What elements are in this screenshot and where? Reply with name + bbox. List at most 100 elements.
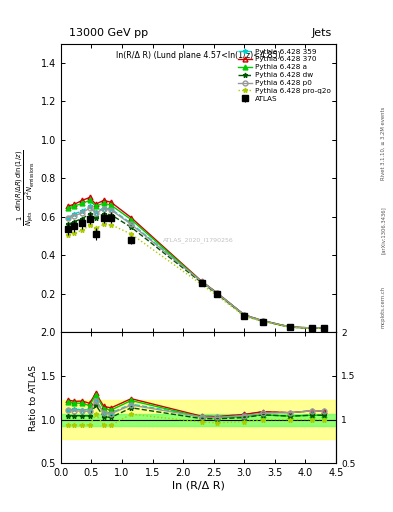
Pythia 6.428 dw (87, 211, 92, 217)
Pythia 6.428 a (109, 202, 114, 208)
Pythia 6.428 359 (80, 208, 84, 214)
Y-axis label: Ratio to ATLAS: Ratio to ATLAS (29, 365, 38, 431)
Pythia 6.428 p0 (94, 210, 98, 216)
Line: Pythia 6.428 a: Pythia 6.428 a (66, 198, 326, 331)
Pythia 6.428 370 (288, 324, 292, 330)
Pythia 6.428 dw (309, 325, 314, 331)
Pythia 6.428 370 (129, 215, 134, 221)
Pythia 6.428 pro-q2o (199, 282, 204, 288)
Pythia 6.428 370 (215, 290, 219, 296)
Pythia 6.428 p0 (242, 312, 247, 318)
Text: mcplots.cern.ch: mcplots.cern.ch (381, 286, 386, 328)
Pythia 6.428 359 (66, 215, 71, 221)
Text: [arXiv:1306.3436]: [arXiv:1306.3436] (381, 206, 386, 254)
Pythia 6.428 359 (101, 205, 106, 211)
Pythia 6.428 pro-q2o (215, 292, 219, 298)
Pythia 6.428 p0 (288, 324, 292, 330)
Pythia 6.428 370 (109, 199, 114, 205)
Pythia 6.428 a (66, 205, 71, 211)
Pythia 6.428 370 (80, 197, 84, 203)
Pythia 6.428 dw (80, 216, 84, 222)
Pythia 6.428 359 (309, 325, 314, 331)
Pythia 6.428 a (215, 290, 219, 296)
Pythia 6.428 pro-q2o (129, 231, 134, 237)
Pythia 6.428 pro-q2o (309, 325, 314, 331)
Pythia 6.428 dw (72, 219, 77, 225)
Text: ATLAS_2020_I1790256: ATLAS_2020_I1790256 (163, 237, 234, 243)
Pythia 6.428 359 (321, 325, 326, 331)
Pythia 6.428 dw (66, 221, 71, 227)
Pythia 6.428 dw (199, 280, 204, 286)
Text: 13000 GeV pp: 13000 GeV pp (69, 28, 148, 38)
Pythia 6.428 359 (94, 209, 98, 215)
Pythia 6.428 359 (288, 324, 292, 330)
Pythia 6.428 dw (129, 224, 134, 230)
Line: Pythia 6.428 359: Pythia 6.428 359 (66, 204, 326, 330)
Pythia 6.428 359 (199, 278, 204, 284)
Pythia 6.428 dw (260, 318, 265, 324)
Pythia 6.428 a (309, 325, 314, 331)
Pythia 6.428 p0 (109, 207, 114, 213)
Pythia 6.428 370 (199, 278, 204, 284)
Pythia 6.428 p0 (87, 205, 92, 211)
Pythia 6.428 dw (288, 324, 292, 330)
Pythia 6.428 pro-q2o (260, 318, 265, 325)
Pythia 6.428 pro-q2o (66, 232, 71, 238)
Pythia 6.428 359 (260, 317, 265, 324)
Pythia 6.428 pro-q2o (80, 227, 84, 233)
Pythia 6.428 p0 (101, 206, 106, 212)
Pythia 6.428 p0 (321, 325, 326, 331)
Pythia 6.428 359 (87, 203, 92, 209)
Text: Jets: Jets (312, 28, 332, 38)
Pythia 6.428 359 (242, 312, 247, 318)
Pythia 6.428 p0 (72, 212, 77, 219)
Bar (61, 414, 336, 426)
Y-axis label: $\frac{1}{N_\mathrm{jets}}\frac{d\ln(R/\Delta R)\,d\ln(1/z)}{d^2 N_\mathrm{emiss: $\frac{1}{N_\mathrm{jets}}\frac{d\ln(R/\… (15, 150, 37, 226)
Pythia 6.428 370 (101, 197, 106, 203)
Pythia 6.428 p0 (260, 318, 265, 324)
Pythia 6.428 370 (309, 325, 314, 331)
Line: Pythia 6.428 dw: Pythia 6.428 dw (66, 211, 326, 331)
Pythia 6.428 a (288, 324, 292, 330)
Bar (61, 400, 336, 439)
Pythia 6.428 370 (66, 203, 71, 209)
Line: Pythia 6.428 370: Pythia 6.428 370 (66, 195, 326, 330)
Pythia 6.428 a (80, 200, 84, 206)
Pythia 6.428 a (101, 200, 106, 206)
Pythia 6.428 370 (242, 312, 247, 318)
Pythia 6.428 pro-q2o (109, 222, 114, 228)
Pythia 6.428 a (87, 197, 92, 203)
Pythia 6.428 pro-q2o (288, 324, 292, 330)
Pythia 6.428 p0 (199, 279, 204, 285)
Pythia 6.428 dw (215, 291, 219, 297)
Pythia 6.428 p0 (309, 325, 314, 331)
Pythia 6.428 370 (87, 195, 92, 201)
Pythia 6.428 dw (101, 211, 106, 217)
Pythia 6.428 359 (109, 206, 114, 212)
Pythia 6.428 p0 (80, 210, 84, 216)
Line: Pythia 6.428 pro-q2o: Pythia 6.428 pro-q2o (66, 222, 326, 331)
Pythia 6.428 pro-q2o (242, 313, 247, 319)
Pythia 6.428 a (260, 318, 265, 324)
Pythia 6.428 a (94, 203, 98, 209)
Pythia 6.428 pro-q2o (101, 221, 106, 227)
Pythia 6.428 dw (242, 312, 247, 318)
Pythia 6.428 359 (129, 220, 134, 226)
Pythia 6.428 a (72, 203, 77, 209)
Pythia 6.428 pro-q2o (321, 325, 326, 331)
Pythia 6.428 a (199, 279, 204, 285)
Pythia 6.428 p0 (66, 215, 71, 221)
Pythia 6.428 p0 (129, 221, 134, 227)
Line: Pythia 6.428 p0: Pythia 6.428 p0 (66, 206, 326, 330)
Pythia 6.428 370 (321, 325, 326, 331)
Pythia 6.428 dw (94, 215, 98, 221)
Pythia 6.428 a (321, 325, 326, 331)
Pythia 6.428 359 (215, 290, 219, 296)
Pythia 6.428 370 (260, 317, 265, 324)
Pythia 6.428 p0 (215, 290, 219, 296)
Text: Rivet 3.1.10, ≥ 3.2M events: Rivet 3.1.10, ≥ 3.2M events (381, 106, 386, 180)
Text: ln(R/Δ R) (Lund plane 4.57<ln(1/z)<4.85): ln(R/Δ R) (Lund plane 4.57<ln(1/z)<4.85) (116, 51, 281, 60)
Pythia 6.428 dw (321, 325, 326, 331)
Pythia 6.428 370 (94, 201, 98, 207)
Pythia 6.428 pro-q2o (87, 222, 92, 228)
